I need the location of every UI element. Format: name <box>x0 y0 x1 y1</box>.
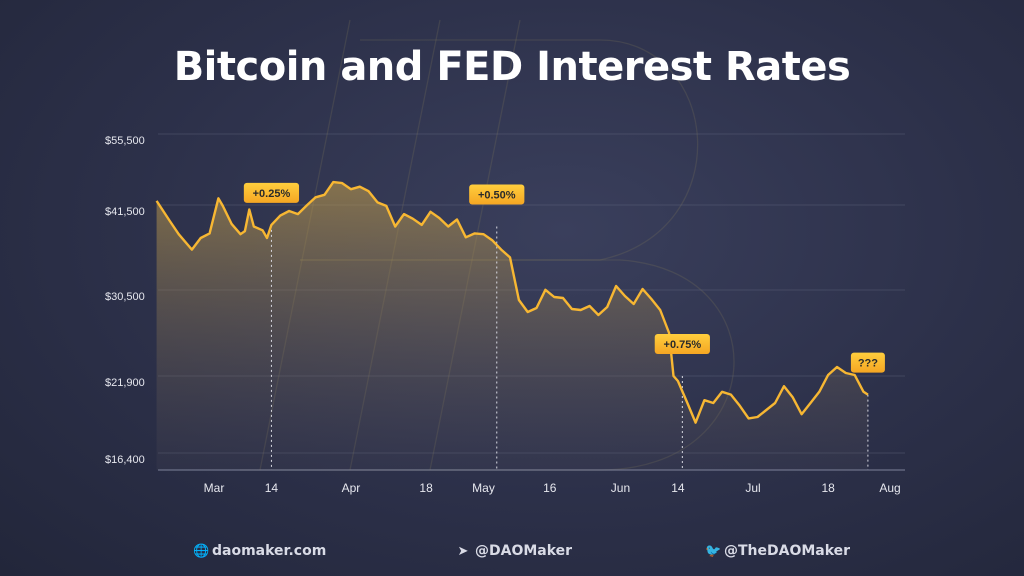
website-label: daomaker.com <box>212 543 327 559</box>
x-tick-label: 14 <box>265 481 279 495</box>
y-tick-label: $55,500 <box>105 135 145 147</box>
rate-callout-label: +0.75% <box>664 339 702 351</box>
x-tick-label: Jul <box>745 481 760 495</box>
twitter-label: @TheDAOMaker <box>724 543 851 559</box>
rate-callouts: +0.25% +0.50% +0.75%??? <box>243 182 885 373</box>
rate-callout-label: ??? <box>858 358 878 370</box>
area-path <box>156 182 868 470</box>
rate-callout-label: +0.50% <box>478 189 516 201</box>
telegram-icon: ➤ <box>457 543 469 559</box>
y-tick-label: $21,900 <box>105 377 145 389</box>
series-line <box>155 180 869 424</box>
area-fill <box>156 182 868 470</box>
globe-icon: 🌐 <box>193 543 210 559</box>
telegram-label: @DAOMaker <box>475 543 573 559</box>
rate-callout-label: +0.25% <box>253 188 291 200</box>
footer-telegram[interactable]: ➤ @DAOMaker <box>456 543 573 559</box>
x-tick-label: Apr <box>342 481 361 495</box>
x-tick-label: Jun <box>611 481 630 495</box>
x-tick-label: May <box>472 481 495 495</box>
rate-callout-box <box>469 184 525 205</box>
price-line <box>155 180 869 424</box>
y-tick-label: $30,500 <box>105 291 145 303</box>
rate-callout-box <box>654 334 710 354</box>
footer-website[interactable]: 🌐 daomaker.com <box>193 543 326 559</box>
rate-callout-box <box>850 352 885 373</box>
twitter-icon: 🐦 <box>705 543 722 559</box>
x-tick-label: 18 <box>419 481 433 495</box>
x-tick-label: Aug <box>879 481 900 495</box>
axes: $16,400 $21,900 $30,500 $41,500 $55,500 Mar 14… <box>105 135 905 495</box>
x-tick-label: 14 <box>671 481 685 495</box>
y-tick-label: $16,400 <box>105 454 145 466</box>
x-tick-label: 18 <box>821 481 835 495</box>
rate-callout-box <box>243 182 300 203</box>
chart-title: Bitcoin and FED Interest Rates <box>173 44 851 90</box>
footer-twitter[interactable]: 🐦 @TheDAOMaker <box>705 543 850 559</box>
x-tick-label: 16 <box>543 481 557 495</box>
x-tick-label: Mar <box>204 481 225 495</box>
y-tick-label: $41,500 <box>105 206 145 218</box>
